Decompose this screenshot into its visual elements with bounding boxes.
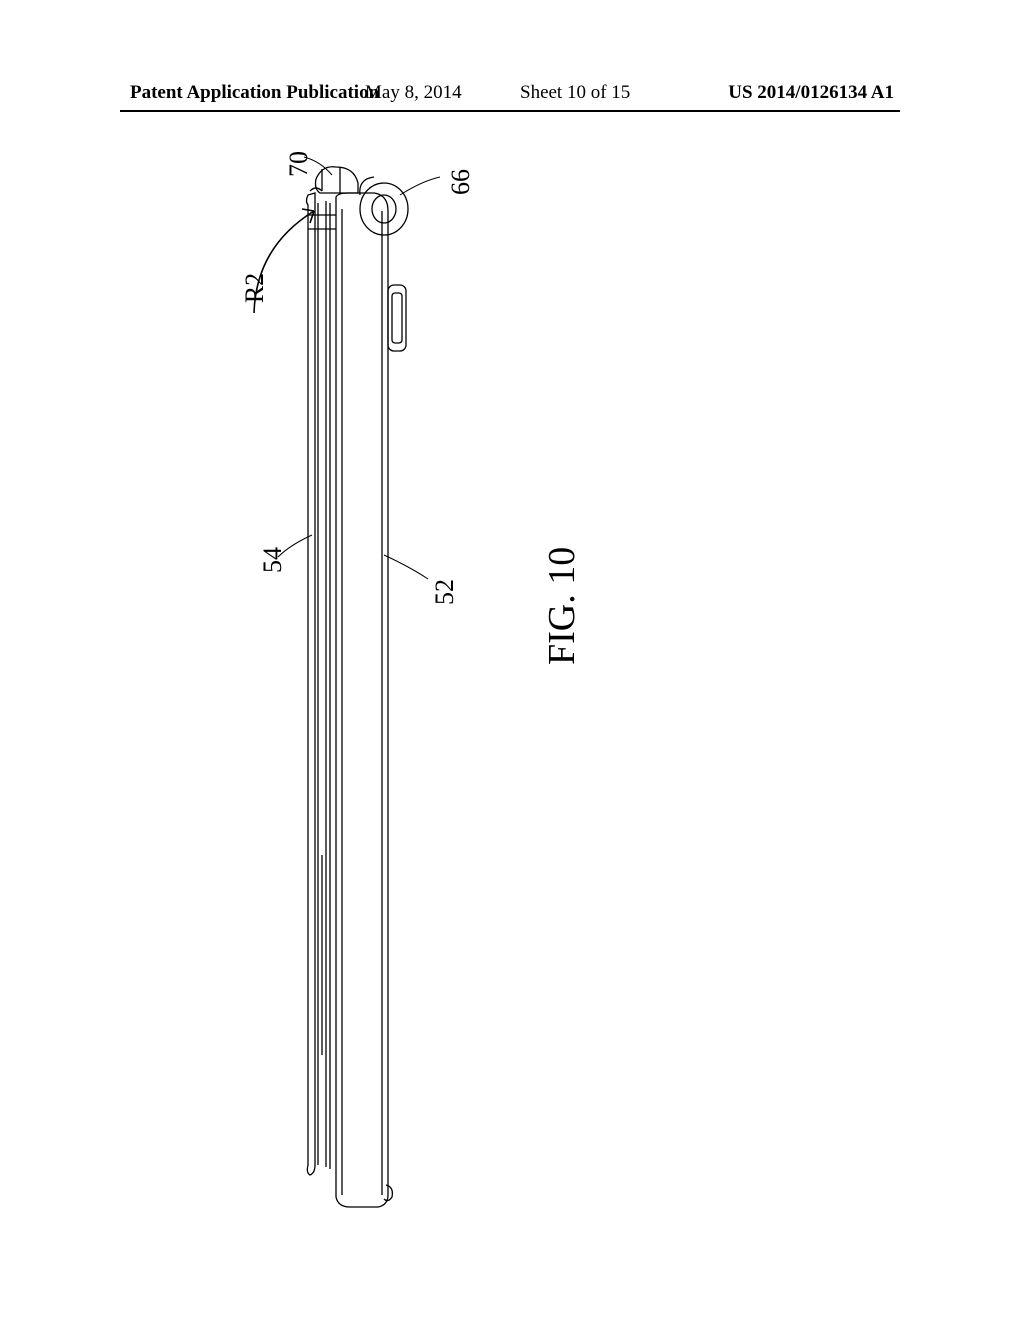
label-r2: R2	[240, 273, 270, 303]
date-label: May 8, 2014	[365, 82, 462, 104]
label-66: 66	[446, 169, 476, 195]
publication-label: Patent Application Publication	[130, 82, 379, 104]
figure-caption: FIG. 10	[540, 547, 584, 665]
pubnum-label: US 2014/0126134 A1	[728, 82, 894, 104]
patent-drawing	[160, 155, 730, 1255]
label-52: 52	[430, 579, 460, 605]
label-70: 70	[284, 151, 314, 177]
header-rule	[120, 110, 900, 112]
label-54: 54	[258, 547, 288, 573]
figure-container: 54 52 R2 70 66	[160, 155, 730, 1255]
sheet-label: Sheet 10 of 15	[520, 82, 630, 104]
